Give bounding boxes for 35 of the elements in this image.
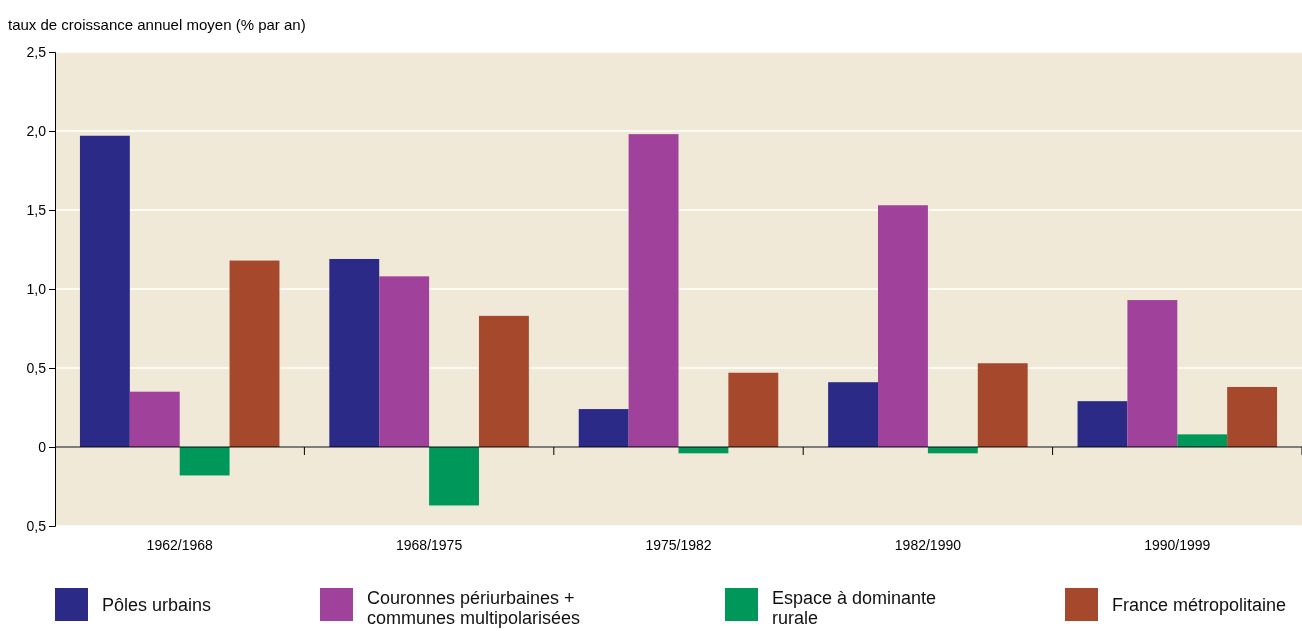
bar (179, 447, 230, 476)
legend-label: France métropolitaine (1112, 594, 1287, 615)
bar (329, 258, 380, 447)
y-tick-label: 2,0 (26, 122, 47, 139)
x-tick-label: 1990/1999 (1144, 536, 1211, 553)
bar (429, 447, 479, 506)
bar (478, 315, 529, 447)
x-tick-label: 1968/1975 (396, 536, 463, 553)
y-tick-label: 2,5 (26, 43, 47, 60)
bar (1127, 300, 1178, 447)
legend-label: Espace à dominante rurale (772, 588, 938, 628)
bar (379, 276, 430, 447)
y-tick-label: 0 (38, 438, 47, 455)
y-tick-label: 0,5 (26, 517, 47, 534)
bar (1227, 386, 1278, 447)
y-axis-title: taux de croissance annuel moyen (% par an) (8, 16, 306, 33)
legend-label: Pôles urbains (102, 594, 212, 615)
y-tick-label: 0,5 (26, 359, 47, 376)
bar (628, 134, 679, 447)
bar (977, 363, 1028, 447)
y-tick-label: 1,0 (26, 280, 47, 297)
y-tick-label: 1,5 (26, 201, 47, 218)
bar (878, 205, 928, 447)
bar (828, 382, 879, 447)
legend-label: Couronnes périurbaines + communes multipolarisées (367, 588, 582, 628)
bar (79, 135, 130, 447)
x-tick-label: 1975/1982 (645, 536, 712, 553)
bar (129, 391, 180, 447)
bar (578, 409, 629, 447)
bar (728, 372, 779, 447)
bar (229, 260, 280, 447)
bar (1077, 401, 1128, 447)
bar (1177, 434, 1228, 447)
x-tick-label: 1962/1968 (146, 536, 213, 553)
x-tick-label: 1982/1990 (894, 536, 962, 553)
